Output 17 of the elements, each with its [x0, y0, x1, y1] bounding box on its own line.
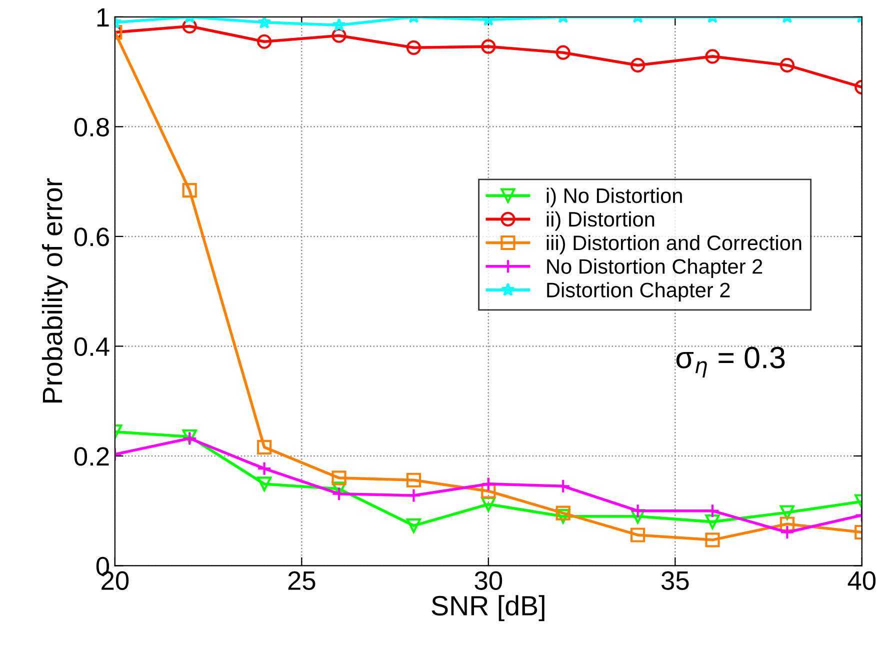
legend-label: Distortion Chapter 2 — [547, 282, 730, 302]
y-tick-label: 0.8 — [74, 118, 109, 137]
x-axis-title: SNR [dB] — [432, 595, 544, 622]
x-tick-label: 30 — [474, 571, 502, 590]
legend-label: ii) Distortion — [546, 211, 654, 231]
x-tick-label: 25 — [288, 571, 316, 590]
y-tick-label: 0.4 — [74, 337, 110, 356]
legend-label: No Distortion Chapter 2 — [547, 258, 762, 278]
legend-label: i) No Distortion — [546, 188, 682, 208]
y-tick-label: 1 — [97, 8, 109, 26]
y-tick-label: 0.2 — [74, 447, 109, 466]
x-tick-label: 40 — [848, 571, 876, 590]
annotation: σ$_{η}$ = 0.3 — [676, 346, 785, 378]
y-axis-title: Probability of error — [42, 178, 68, 403]
x-tick-label: 35 — [661, 571, 689, 590]
legend-label: iii) Distortion and Correction — [546, 234, 802, 254]
y-tick-label: 0.6 — [74, 228, 109, 246]
